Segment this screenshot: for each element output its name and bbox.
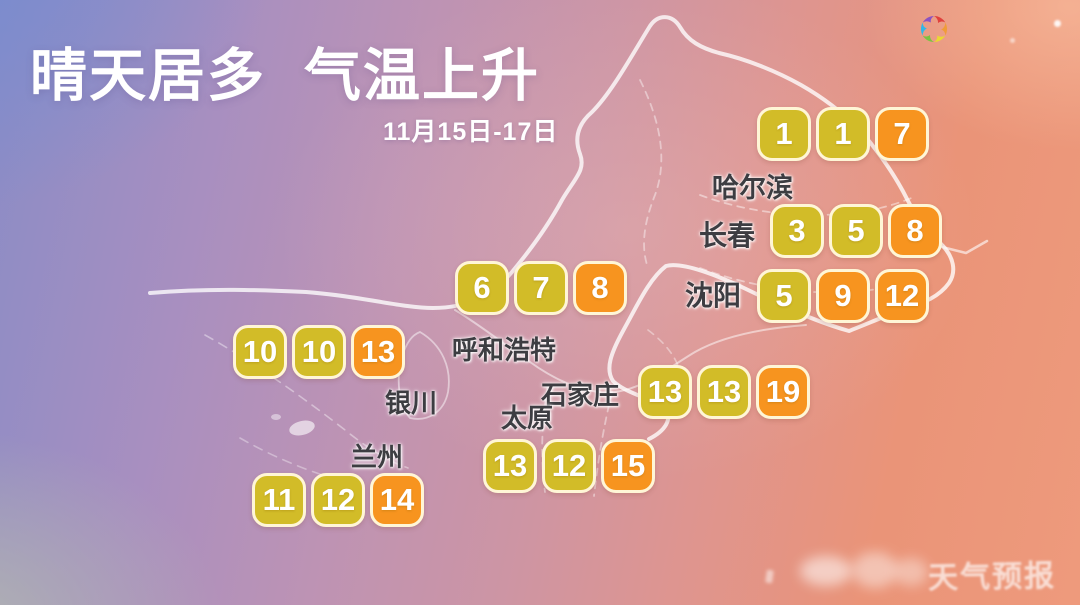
temp-badge: 1	[757, 107, 811, 161]
watermark-smudge	[894, 558, 928, 586]
temp-badge-row-shijiazhuang: 13 13 19	[638, 365, 810, 419]
temp-badge: 12	[311, 473, 365, 527]
province-border-ningxia	[397, 331, 450, 420]
temp-badge: 6	[455, 261, 509, 315]
temp-badge: 5	[757, 269, 811, 323]
headline-part2: 气温上升	[304, 44, 540, 108]
temp-badge: 19	[756, 365, 810, 419]
temp-badge: 3	[770, 204, 824, 258]
date-range: 11月15日-17日	[383, 118, 559, 146]
temp-badge: 10	[233, 325, 287, 379]
temp-badge: 11	[252, 473, 306, 527]
province-border-shanxi-hebei	[593, 391, 613, 497]
watermark-smudge	[800, 556, 852, 586]
temp-badge: 7	[875, 107, 929, 161]
temp-badge: 9	[816, 269, 870, 323]
city-label-shijiazhuang: 石家庄	[541, 380, 620, 410]
temp-badge: 13	[483, 439, 537, 493]
temp-badge-row-lanzhou: 11 12 14	[252, 473, 424, 527]
watermark-text: 天气预报	[927, 559, 1057, 596]
lake-shape-small	[271, 414, 281, 420]
temp-badge: 12	[542, 439, 596, 493]
temp-badge-row-taiyuan: 13 12 15	[483, 439, 655, 493]
city-label-yinchuan: 银川	[385, 388, 438, 418]
temp-badge: 7	[514, 261, 568, 315]
temp-badge: 13	[351, 325, 405, 379]
temp-badge: 10	[292, 325, 346, 379]
sparkle-dot	[1054, 20, 1061, 27]
temp-badge: 8	[573, 261, 627, 315]
temp-badge: 13	[697, 365, 751, 419]
city-label-shenyang: 沈阳	[685, 280, 742, 311]
temp-badge: 1	[816, 107, 870, 161]
city-label-huhehaote: 呼和浩特	[452, 335, 557, 365]
temp-badge: 5	[829, 204, 883, 258]
temp-badge: 8	[888, 204, 942, 258]
temp-badge: 15	[601, 439, 655, 493]
logo-petals	[921, 15, 947, 43]
temp-badge-row-shenyang: 5 9 12	[757, 269, 929, 323]
headline-part1: 晴天居多	[30, 44, 266, 108]
headline: 晴天居多 气温上升	[30, 30, 540, 112]
province-border-innermongolia-south	[454, 309, 807, 394]
watermark-smudge	[852, 552, 898, 588]
province-border-khingan	[639, 79, 663, 269]
temp-badge: 14	[370, 473, 424, 527]
temp-badge: 13	[638, 365, 692, 419]
rainbow-pinwheel-logo	[921, 15, 947, 43]
city-label-changchun: 长春	[699, 220, 756, 251]
temp-badge: 12	[875, 269, 929, 323]
lake-shape	[289, 420, 315, 436]
city-label-lanzhou: 兰州	[351, 442, 404, 472]
city-label-haerbin: 哈尔滨	[712, 173, 793, 203]
sparkle-dot	[1010, 38, 1015, 43]
east-border-detail	[940, 239, 989, 255]
city-label-taiyuan: 太原	[501, 403, 554, 433]
temp-badge-row-yinchuan: 10 10 13	[233, 325, 405, 379]
